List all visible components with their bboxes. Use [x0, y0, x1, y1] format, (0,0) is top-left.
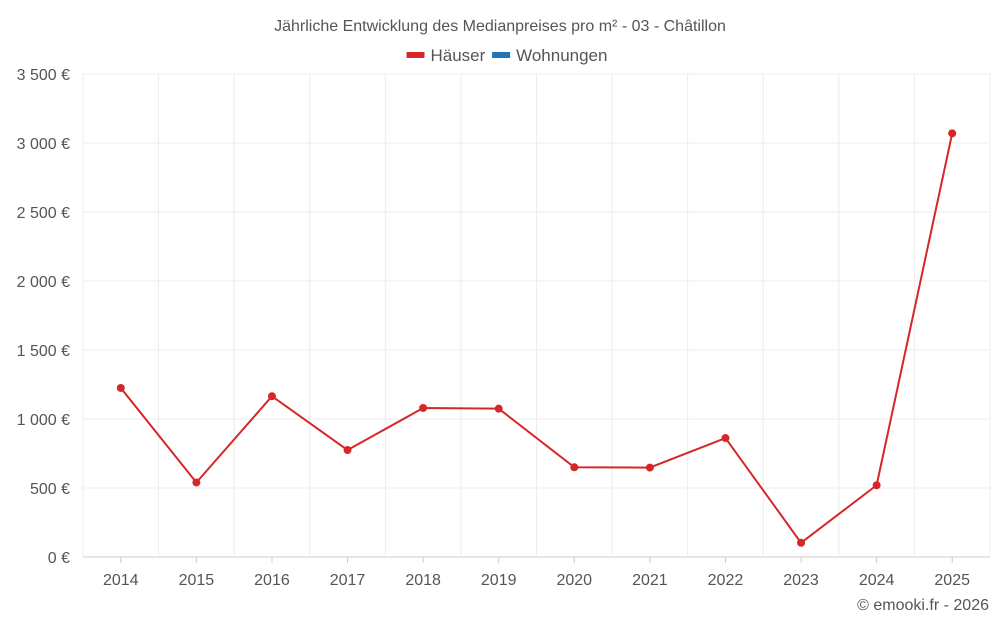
y-tick-label: 1 500 €: [17, 343, 70, 360]
y-tick-label: 3 000 €: [17, 136, 70, 153]
data-point[interactable]: [192, 478, 201, 487]
x-tick-label: 2015: [179, 572, 215, 589]
y-tick-label: 3 500 €: [17, 67, 70, 84]
legend-swatch: [406, 52, 425, 58]
data-point[interactable]: [948, 129, 957, 138]
x-tick-label: 2014: [103, 572, 139, 589]
data-point[interactable]: [419, 403, 428, 412]
data-point[interactable]: [872, 481, 881, 490]
y-axis: 0 € 500 € 1 000 € 1 500 € 2 000 € 2 500 € 3 00…: [17, 67, 70, 567]
data-point[interactable]: [570, 463, 579, 472]
y-tick-label: 500 €: [30, 481, 70, 498]
y-tick-label: 1 000 €: [17, 412, 70, 429]
data-point[interactable]: [116, 383, 125, 392]
y-tick-label: 2 000 €: [17, 274, 70, 291]
x-tick-label: 2021: [632, 572, 668, 589]
grid: [82, 73, 991, 558]
legend: Häuser Wohnungen: [406, 46, 607, 65]
x-tick-label: 2024: [859, 572, 895, 589]
credit: © emooki.fr - 2026: [857, 597, 989, 614]
x-tick-label: 2025: [934, 572, 970, 589]
chart-title: Jährliche Entwicklung des Medianpreises …: [274, 18, 726, 35]
series-line: [120, 133, 954, 545]
x-tick-label: 2018: [405, 572, 441, 589]
data-point[interactable]: [797, 538, 806, 547]
x-tick-label: 2022: [708, 572, 744, 589]
x-tick-label: 2020: [556, 572, 592, 589]
data-point[interactable]: [494, 404, 503, 413]
x-tick-label: 2016: [254, 572, 290, 589]
x-axis: 2014 2015 2016 2017 2018 2019 2020 2021 2022 2023…: [103, 557, 970, 589]
data-point[interactable]: [721, 434, 730, 443]
x-tick-label: 2017: [330, 572, 366, 589]
x-tick-label: 2023: [783, 572, 819, 589]
x-tick-label: 2019: [481, 572, 517, 589]
data-point[interactable]: [267, 392, 276, 401]
series-layer: [116, 129, 957, 547]
legend-label[interactable]: Häuser: [431, 46, 486, 65]
legend-swatch: [492, 52, 511, 58]
y-tick-label: 0 €: [48, 550, 70, 567]
y-tick-label: 2 500 €: [17, 205, 70, 222]
data-point[interactable]: [343, 446, 352, 455]
data-point[interactable]: [645, 463, 654, 472]
legend-label[interactable]: Wohnungen: [516, 46, 607, 65]
